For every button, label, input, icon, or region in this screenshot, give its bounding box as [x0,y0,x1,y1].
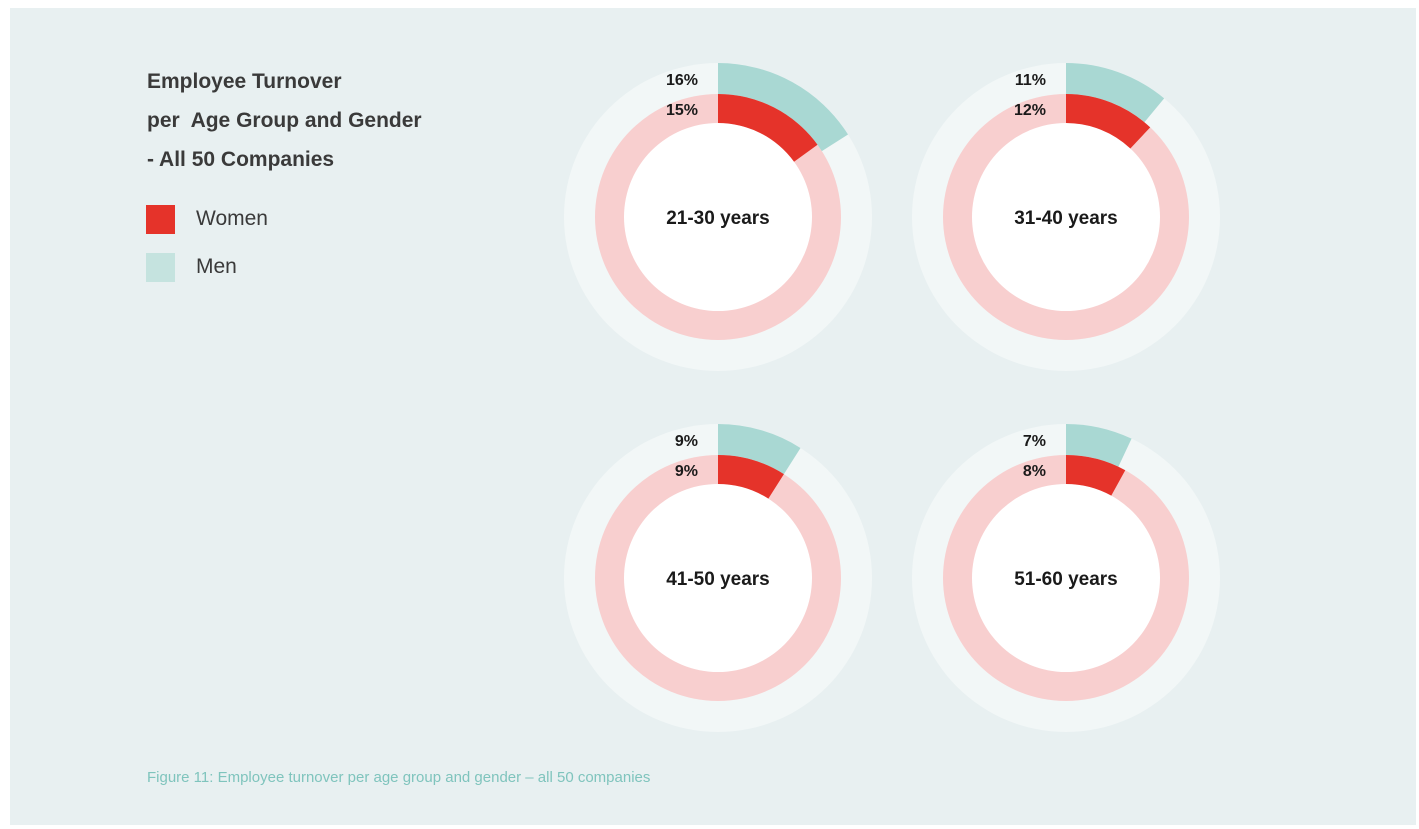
legend-label-women: Women [196,207,268,230]
legend-swatch-men [146,252,175,282]
group-label-21-30-years: 21-30 years [666,208,770,229]
legend-item-men: Men [146,243,268,291]
men-value-label-21-30-years: 16% [666,72,698,89]
center-disc-51-60-years [972,484,1160,672]
group-label-51-60-years: 51-60 years [1014,569,1118,590]
men-value-label-31-40-years: 11% [1015,72,1046,89]
radial-chart-41-50-years: 41-50 years 9% 9% [564,424,872,732]
women-bar-31-40-years [1066,94,1151,149]
chart-title: Employee Turnover per Age Group and Gend… [147,62,422,179]
title-line-1: Employee Turnover [147,70,342,93]
legend-swatch-women [146,204,175,234]
legend-label-men: Men [196,255,237,278]
men-bar-51-60-years [1066,424,1132,467]
women-value-label-41-50-years: 9% [675,463,698,480]
women-bar-51-60-years [1066,455,1126,496]
center-disc-31-40-years [972,123,1160,311]
radial-chart-51-60-years: 51-60 years 7% 8% [912,424,1220,732]
legend: Women Men [146,195,268,291]
women-value-label-31-40-years: 12% [1014,102,1046,119]
men-bar-41-50-years [718,424,801,475]
women-bar-41-50-years [718,455,784,499]
women-value-label-21-30-years: 15% [666,102,698,119]
title-line-3: - All 50 Companies [147,148,335,171]
men-bar-21-30-years [718,63,849,152]
radial-chart-21-30-years: 21-30 years 16% 15% [564,63,872,371]
women-value-label-51-60-years: 8% [1023,463,1046,480]
figure-caption: Figure 11: Employee turnover per age gro… [147,769,651,786]
men-bar-31-40-years [1066,63,1165,123]
men-value-label-41-50-years: 9% [675,433,698,450]
center-disc-21-30-years [624,123,812,311]
legend-item-women: Women [146,195,268,243]
group-label-31-40-years: 31-40 years [1014,208,1118,229]
men-value-label-51-60-years: 7% [1023,433,1046,450]
title-line-2: per Age Group and Gender [147,109,422,132]
group-label-41-50-years: 41-50 years [666,569,770,590]
center-disc-41-50-years [624,484,812,672]
women-bar-21-30-years [718,94,818,162]
radial-chart-31-40-years: 31-40 years 11% 12% [912,63,1220,371]
